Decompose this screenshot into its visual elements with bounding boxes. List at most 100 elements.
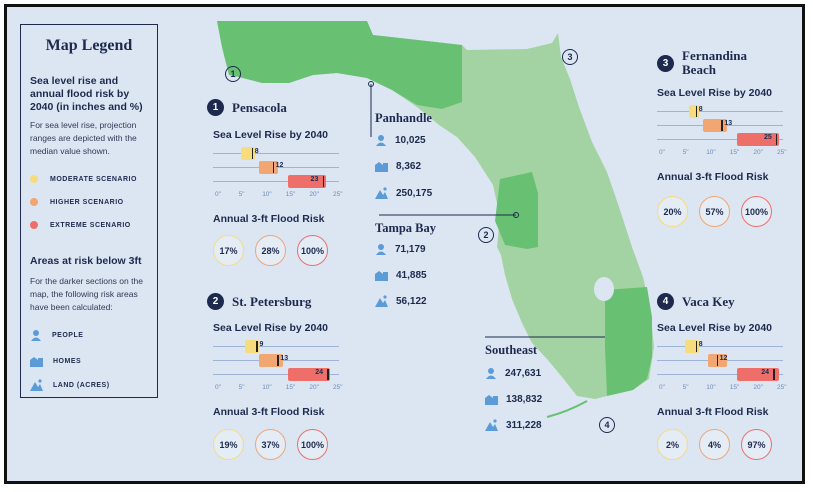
median-tick [695,341,698,352]
region-name-panhandle: Panhandle [375,111,432,125]
flood-higher-vaca-key: 4% [699,429,730,460]
marker-3: 3 [562,49,578,65]
city-number: 4 [657,293,674,310]
legend-moderate: MODERATE SCENARIO [30,175,137,183]
median-label: 8 [254,148,259,155]
slr-label-fernandina: Sea Level Rise by 2040 [657,87,772,99]
city-number: 2 [207,293,224,310]
land-icon [375,295,388,307]
land-label: LAND (ACRES) [53,381,110,389]
state-light [217,21,654,399]
lake-okeechobee [594,277,614,301]
median-label: 24 [761,369,770,376]
axis-tick-label: 10" [706,384,716,391]
homes-icon [30,357,43,367]
axis-tick-label: 20" [309,384,319,391]
extreme-label: EXTREME SCENARIO [50,221,131,229]
land-value: 56,122 [396,295,427,307]
people-icon [31,330,41,341]
axis-tick-label: 5" [682,149,689,156]
flood-label-pensacola: Annual 3-ft Flood Risk [213,213,325,225]
areas-heading: Areas at risk below 3ft [30,255,142,267]
axis-tick-label: 25" [777,384,787,391]
median-tick [721,120,723,131]
legend-heading: Sea level rise and annual flood risk by … [30,75,143,113]
southeast-land: 311,228 [485,419,542,431]
southeast-homes: 138,832 [485,393,542,405]
extreme-slr-bar: 25 [736,133,779,146]
city-panel-fernandina: 3 Fernandina Beach [657,49,758,77]
city-name: Pensacola [232,99,287,115]
moderate-slr-bar: 8 [689,105,703,118]
median-label: 24 [315,369,324,376]
city-panel-st-petersburg: 2 St. Petersburg [207,293,311,310]
axis-tick-label: 0" [659,149,665,156]
legend-extreme: EXTREME SCENARIO [30,221,131,229]
axis-tick-label: 20" [753,384,763,391]
extreme-slr-bar: 24 [736,368,779,381]
flood-moderate-vaca-key: 2% [657,429,688,460]
southeast-risk-area [605,287,652,396]
land-icon [30,379,43,391]
city-number: 3 [657,54,674,72]
flood-moderate-pensacola: 17% [213,235,244,266]
axis-tick-label: 25" [777,149,787,156]
flood-label-st-petersburg: Annual 3-ft Flood Risk [213,406,325,418]
city-number: 1 [207,99,224,116]
panhandle-people: 10,025 [375,134,426,146]
median-tick [277,355,279,366]
axis-tick-label: 15" [285,191,296,198]
median-tick [327,369,329,380]
city-name: Fernandina Beach [682,48,748,77]
median-label: 12 [275,162,284,169]
flood-moderate-fernandina: 20% [657,196,688,227]
higher-slr-bar: 12 [708,354,727,367]
city-panel-vaca-key: 4 Vaca Key [657,293,735,310]
city-panel-pensacola: 1 Pensacola [207,99,287,116]
land-icon [375,187,388,199]
marker-1: 1 [225,66,241,82]
florida-keys [546,400,588,418]
axis-tick-label: 10" [706,149,716,156]
median-tick [775,134,778,145]
land-icon [485,419,498,431]
median-label: 8 [698,341,703,348]
tampa-people: 71,179 [375,243,426,255]
tampa-homes: 41,885 [375,269,427,281]
homes-icon [485,395,498,405]
axis-tick-label: 0" [659,384,665,391]
flood-extreme-vaca-key: 97% [741,429,772,460]
people-label: PEOPLE [52,331,84,339]
median-label: 12 [719,355,728,362]
gridline [657,374,783,375]
flood-higher-st-petersburg: 37% [255,429,286,460]
legend-land: LAND (ACRES) [30,379,110,391]
people-value: 71,179 [395,243,426,255]
flood-moderate-st-petersburg: 19% [213,429,244,460]
extreme-slr-bar: 24 [287,368,331,381]
legend-people: PEOPLE [30,329,83,341]
higher-swatch [30,198,38,206]
moderate-slr-bar: 8 [240,147,259,160]
people-value: 247,631 [505,367,542,379]
marker-2: 2 [478,227,494,243]
axis-tick-label: 25" [333,384,343,391]
axis-tick-label: 20" [309,191,319,198]
median-tick [773,369,775,380]
city-name: St. Petersburg [232,293,312,309]
legend-homes: HOMES [30,355,81,367]
land-value: 250,175 [396,187,433,199]
legend-title: Map Legend [45,37,133,54]
median-label: 8 [698,106,703,113]
gridline [213,374,339,375]
axis-tick-label: 10" [262,384,272,391]
median-label: 13 [280,355,289,362]
gridline [657,139,783,140]
legend-description: For sea level rise, projection ranges ar… [30,120,137,156]
median-tick [322,176,325,187]
moderate-slr-bar: 8 [684,340,703,353]
people-icon [376,135,386,146]
people-icon [486,368,496,379]
gridline [657,346,783,347]
flood-higher-pensacola: 28% [255,235,286,266]
